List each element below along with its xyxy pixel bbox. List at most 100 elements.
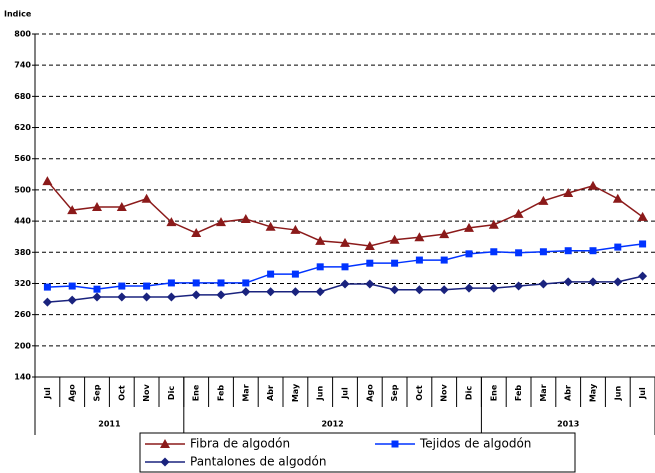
marker bbox=[216, 290, 226, 300]
marker bbox=[613, 277, 623, 287]
marker bbox=[364, 241, 375, 251]
marker bbox=[315, 235, 326, 245]
x-tick-label: Sep bbox=[93, 384, 102, 401]
marker bbox=[464, 283, 474, 293]
legend-label: Fibra de algodón bbox=[190, 437, 290, 451]
x-tick-label: May bbox=[291, 383, 300, 402]
x-tick-label: Dic bbox=[167, 386, 176, 400]
marker bbox=[391, 440, 399, 448]
x-tick-label: Feb bbox=[217, 385, 226, 402]
marker bbox=[241, 287, 251, 297]
marker bbox=[217, 279, 225, 287]
x-tick-label: Jul bbox=[341, 387, 350, 400]
marker bbox=[638, 271, 648, 281]
marker bbox=[160, 439, 170, 448]
x-tick-label: Ago bbox=[68, 384, 77, 402]
y-tick-label: 620 bbox=[14, 123, 31, 132]
y-tick-label: 440 bbox=[14, 217, 31, 226]
marker bbox=[538, 279, 548, 289]
marker bbox=[42, 176, 53, 186]
marker bbox=[242, 279, 250, 287]
marker bbox=[160, 457, 170, 467]
marker bbox=[68, 282, 76, 290]
marker bbox=[415, 256, 423, 264]
marker bbox=[43, 283, 51, 291]
marker bbox=[414, 232, 425, 242]
marker bbox=[192, 279, 200, 287]
marker bbox=[414, 285, 424, 295]
y-tick-label: 140 bbox=[14, 373, 31, 382]
x-tick-label: Jun bbox=[613, 386, 622, 402]
marker bbox=[341, 263, 349, 271]
marker bbox=[290, 224, 301, 234]
marker bbox=[515, 249, 523, 257]
x-tick-label: Mar bbox=[539, 384, 548, 401]
y-axis-label: Indice bbox=[4, 10, 32, 19]
marker bbox=[464, 222, 474, 232]
marker bbox=[564, 247, 572, 255]
marker bbox=[141, 193, 152, 203]
x-tick-label: Oct bbox=[117, 385, 126, 401]
marker bbox=[67, 205, 78, 215]
marker bbox=[291, 270, 299, 278]
marker bbox=[67, 295, 77, 305]
y-tick-label: 680 bbox=[14, 92, 31, 101]
marker bbox=[118, 282, 126, 290]
marker bbox=[167, 279, 175, 287]
x-tick-label: May bbox=[589, 383, 598, 402]
marker bbox=[265, 221, 276, 231]
x-tick-label: Dic bbox=[465, 386, 474, 400]
marker bbox=[340, 279, 350, 289]
y-tick-label: 560 bbox=[14, 154, 31, 163]
marker bbox=[538, 195, 549, 205]
series-line bbox=[46, 180, 644, 247]
marker bbox=[390, 285, 400, 295]
marker bbox=[588, 180, 598, 190]
x-tick-label: Feb bbox=[514, 385, 523, 402]
y-tick-label: 740 bbox=[14, 61, 31, 70]
marker bbox=[389, 234, 400, 244]
marker bbox=[240, 214, 251, 224]
marker bbox=[166, 217, 177, 227]
marker bbox=[563, 188, 574, 198]
marker bbox=[539, 248, 547, 256]
legend-box bbox=[139, 432, 576, 473]
x-tick-label: Jul bbox=[43, 387, 52, 400]
marker bbox=[191, 228, 202, 238]
marker bbox=[166, 292, 176, 302]
x-tick-label: Nov bbox=[440, 384, 449, 402]
marker bbox=[315, 287, 325, 297]
marker bbox=[614, 243, 622, 251]
marker bbox=[93, 285, 101, 293]
marker bbox=[366, 259, 374, 267]
marker bbox=[465, 250, 473, 258]
y-tick-label: 260 bbox=[14, 310, 31, 319]
marker bbox=[42, 297, 52, 307]
x-tick-label: Mar bbox=[241, 384, 250, 401]
marker bbox=[490, 248, 498, 256]
marker bbox=[142, 292, 152, 302]
legend: Fibra de algodón Tejidos de algodón Pantal… bbox=[139, 432, 576, 473]
marker bbox=[489, 283, 499, 293]
group-label: 2012 bbox=[321, 420, 343, 429]
marker bbox=[639, 240, 647, 248]
y-tick-label: 800 bbox=[14, 30, 31, 39]
marker bbox=[612, 193, 623, 203]
marker bbox=[440, 256, 448, 264]
marker bbox=[513, 208, 524, 218]
marker bbox=[439, 285, 449, 295]
group-label: 2011 bbox=[98, 420, 121, 429]
marker bbox=[266, 287, 276, 297]
x-tick-label: Abr bbox=[266, 385, 275, 401]
marker bbox=[488, 219, 499, 229]
y-tick-label: 500 bbox=[14, 185, 31, 194]
marker bbox=[589, 247, 597, 255]
marker bbox=[588, 277, 598, 287]
marker bbox=[117, 292, 127, 302]
marker bbox=[514, 281, 524, 291]
marker bbox=[92, 292, 102, 302]
x-tick-label: Abr bbox=[564, 385, 573, 401]
marker bbox=[316, 263, 324, 271]
x-tick-label: Jun bbox=[316, 386, 325, 402]
